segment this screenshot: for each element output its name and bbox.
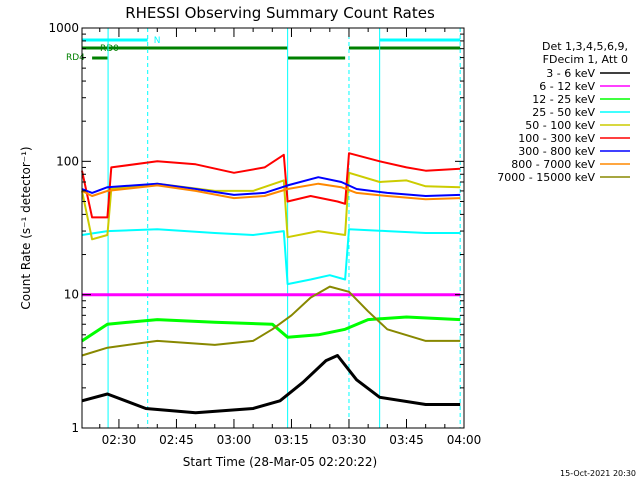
series-line <box>81 315 461 343</box>
x-tick-label: 03:15 <box>274 433 309 447</box>
legend: Det 1,3,4,5,6,9,FDecim 1, Att 03 - 6 keV… <box>497 40 630 184</box>
status-bar-label-rd4: RD4 <box>66 53 85 63</box>
x-tick-label: 02:45 <box>159 433 194 447</box>
legend-header: FDecim 1, Att 0 <box>543 53 628 66</box>
status-bar-label-n: N <box>154 36 161 46</box>
series-line <box>81 354 461 415</box>
x-axis-label: Start Time (28-Mar-05 02:20:22) <box>183 455 377 469</box>
y-axis: 1 10 100 1000 <box>48 21 464 435</box>
series-line <box>81 171 461 241</box>
status-bar-label-rd0: RD0 <box>100 44 119 54</box>
data-series <box>81 152 461 415</box>
legend-entry-label: 12 - 25 keV <box>532 93 595 106</box>
status-bars: N RD0 RD4 <box>66 36 461 63</box>
series-line <box>81 285 461 357</box>
y-tick-label: 1000 <box>48 21 79 35</box>
legend-header: Det 1,3,4,5,6,9, <box>542 40 628 53</box>
x-tick-label: 02:30 <box>102 433 137 447</box>
date-stamp: 15-Oct-2021 20:30 <box>560 469 636 478</box>
series-line <box>81 228 461 286</box>
legend-entry-label: 25 - 50 keV <box>532 106 595 119</box>
y-axis-label: Count Rate (s⁻¹ detector⁻¹) <box>19 146 33 309</box>
x-tick-label: 03:30 <box>332 433 367 447</box>
y-tick-label: 10 <box>64 288 79 302</box>
series-line <box>81 176 461 197</box>
x-tick-label: 04:00 <box>447 433 482 447</box>
x-tick-label: 03:45 <box>389 433 424 447</box>
x-axis: 02:30 02:45 03:00 03:15 03:30 03:45 04:00 <box>99 28 482 447</box>
y-tick-label: 100 <box>56 154 79 168</box>
y-tick-label: 1 <box>71 421 79 435</box>
legend-entry-label: 7000 - 15000 keV <box>497 171 595 184</box>
x-tick-label: 03:00 <box>217 433 252 447</box>
legend-entry-label: 800 - 7000 keV <box>511 158 595 171</box>
legend-entry-label: 6 - 12 keV <box>539 80 595 93</box>
legend-entry-label: 3 - 6 keV <box>546 67 595 80</box>
series-line <box>81 152 461 219</box>
plot-frame <box>81 27 465 429</box>
legend-entry-label: 50 - 100 keV <box>525 119 595 132</box>
chart-title: RHESSI Observing Summary Count Rates <box>125 4 435 22</box>
legend-entry-label: 300 - 800 keV <box>518 145 595 158</box>
series-line <box>81 182 461 201</box>
legend-entry-label: 100 - 300 keV <box>518 132 595 145</box>
